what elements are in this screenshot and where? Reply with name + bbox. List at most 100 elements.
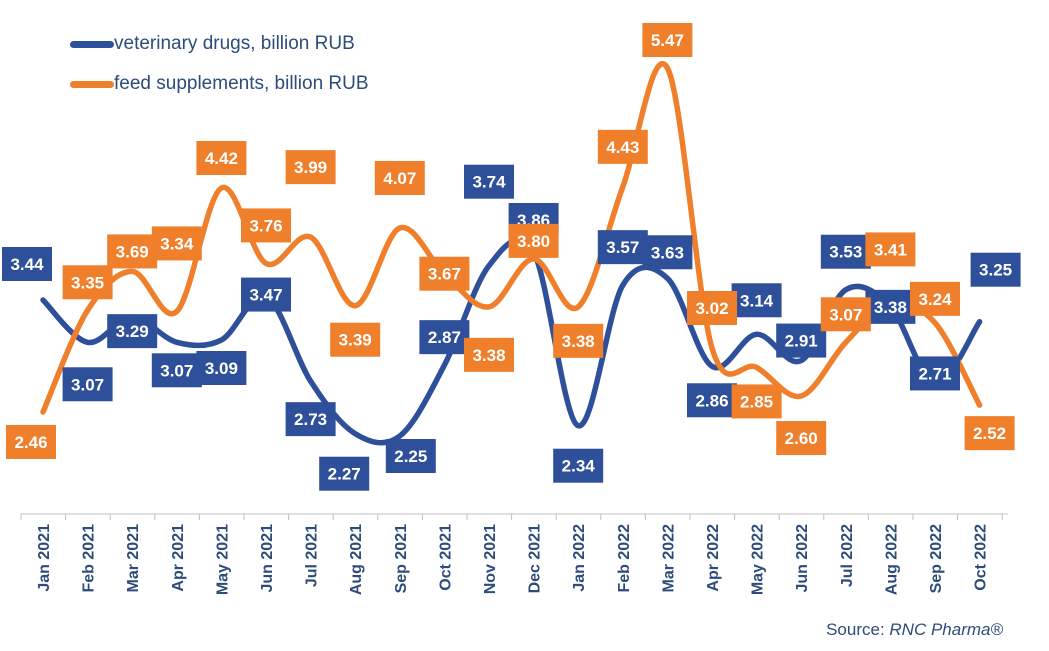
data-label-feed-supplements: 2.85 [740,392,773,411]
legend: veterinary drugs, billion RUB feed suppl… [70,24,369,104]
data-label-veterinary-drugs: 3.07 [71,375,104,394]
data-label-feed-supplements: 3.24 [918,290,952,309]
data-label-box-feed-supplements [865,232,916,267]
x-tick-label: Jan 2022 [571,524,588,592]
x-tick-label: Aug 2022 [883,524,900,595]
data-label-veterinary-drugs: 3.07 [160,361,193,380]
data-label-box-veterinary-drugs [464,164,514,199]
data-label-box-feed-supplements [151,226,202,261]
data-label-feed-supplements: 3.38 [472,346,505,365]
data-label-box-feed-supplements [196,141,247,175]
x-tick-label: Mar 2021 [125,524,142,593]
data-label-feed-supplements: 3.99 [294,158,327,177]
data-label-box-feed-supplements [731,384,782,419]
data-label-box-veterinary-drugs [385,439,436,473]
data-label-box-veterinary-drugs [196,351,247,385]
data-label-feed-supplements: 3.80 [517,232,550,251]
data-label-box-feed-supplements [642,23,693,57]
data-label-box-veterinary-drugs [151,353,202,388]
data-label-veterinary-drugs: 3.74 [472,173,506,192]
data-label-veterinary-drugs: 2.34 [562,457,596,476]
x-tick-label: Aug 2021 [348,524,365,595]
data-label-box-feed-supplements [964,416,1015,451]
source-prefix: Source: [826,620,890,639]
data-label-box-feed-supplements [464,337,514,372]
data-label-feed-supplements: 3.39 [339,331,372,350]
x-tick-label: Jul 2022 [839,524,856,587]
data-label-veterinary-drugs: 2.27 [328,465,361,484]
x-tick-label: Mar 2022 [660,524,677,593]
data-label-veterinary-drugs: 3.09 [205,359,238,378]
legend-swatch-feed-supplements [70,80,114,88]
data-label-box-veterinary-drugs [553,448,604,483]
data-label-feed-supplements: 5.47 [651,31,684,50]
data-label-veterinary-drugs: 2.86 [695,391,728,410]
x-tick-label: Feb 2021 [81,524,98,593]
data-label-box-veterinary-drugs [285,402,336,437]
data-label-box-feed-supplements [776,421,827,455]
legend-label-veterinary-drugs: veterinary drugs, billion RUB [114,33,355,54]
data-label-veterinary-drugs: 2.91 [785,332,818,351]
data-label-feed-supplements: 2.52 [973,424,1006,443]
data-label-feed-supplements: 3.35 [71,273,104,292]
x-tick-label: May 2022 [750,524,767,595]
data-label-box-feed-supplements [687,291,737,325]
x-tick-label: Nov 2021 [482,524,499,594]
data-label-box-feed-supplements [508,223,559,258]
data-label-box-feed-supplements [419,256,470,291]
data-label-feed-supplements: 4.42 [205,149,238,168]
data-label-box-feed-supplements [910,281,960,316]
data-label-feed-supplements: 3.38 [562,332,595,351]
data-label-veterinary-drugs: 3.57 [606,238,639,257]
data-label-box-veterinary-drugs [731,283,782,318]
data-label-box-veterinary-drugs [970,252,1021,287]
data-label-box-feed-supplements [553,323,604,358]
data-label-box-veterinary-drugs [910,356,960,391]
data-label-veterinary-drugs: 2.73 [294,410,327,429]
x-tick-label: Jun 2022 [794,524,811,593]
data-label-feed-supplements: 2.60 [785,429,818,448]
data-label-box-veterinary-drugs [865,289,916,324]
data-label-veterinary-drugs: 3.14 [740,291,774,310]
data-label-box-feed-supplements [285,150,336,185]
data-label-box-veterinary-drugs [419,320,470,355]
data-label-veterinary-drugs: 2.87 [428,328,461,347]
data-label-box-veterinary-drugs [241,277,291,312]
data-label-box-feed-supplements [6,425,56,459]
source-name: RNC Pharma® [889,620,1003,639]
data-label-veterinary-drugs: 3.47 [249,286,282,305]
data-label-feed-supplements: 3.07 [829,305,862,324]
x-tick-label: Apr 2022 [705,524,722,592]
legend-item-feed-supplements: feed supplements, billion RUB [70,64,369,104]
data-label-veterinary-drugs: 2.71 [918,364,951,383]
data-label-box-feed-supplements [241,208,291,243]
data-label-feed-supplements: 4.43 [606,138,639,157]
data-label-feed-supplements: 3.34 [160,234,194,253]
x-tick-label: Oct 2021 [437,524,454,591]
x-tick-label: Sep 2022 [928,524,945,593]
data-label-feed-supplements: 4.07 [383,169,416,188]
data-label-veterinary-drugs: 3.44 [10,255,44,274]
x-tick-label: Jan 2021 [36,524,53,592]
x-tick-label: Jul 2021 [304,524,321,587]
data-label-veterinary-drugs: 3.38 [874,298,907,317]
data-label-feed-supplements: 2.46 [14,433,47,452]
data-label-veterinary-drugs: 2.25 [394,447,427,466]
data-label-box-veterinary-drugs [319,456,370,491]
x-tick-label: Jun 2021 [259,524,276,593]
data-label-box-veterinary-drugs [687,383,737,418]
data-label-box-feed-supplements [330,322,381,357]
data-label-feed-supplements: 3.69 [116,242,149,261]
data-label-feed-supplements: 3.41 [874,240,907,259]
data-label-box-veterinary-drugs [597,230,648,265]
data-label-box-veterinary-drugs [776,323,827,358]
data-label-box-veterinary-drugs [62,367,113,402]
data-label-box-feed-supplements [820,297,871,332]
x-tick-label: Dec 2021 [527,524,544,593]
data-label-veterinary-drugs: 3.25 [979,261,1012,280]
data-label-box-feed-supplements [374,161,425,195]
source-note: Source: RNC Pharma® [826,620,1003,640]
x-tick-label: Feb 2022 [616,524,633,593]
legend-label-feed-supplements: feed supplements, billion RUB [114,73,369,94]
